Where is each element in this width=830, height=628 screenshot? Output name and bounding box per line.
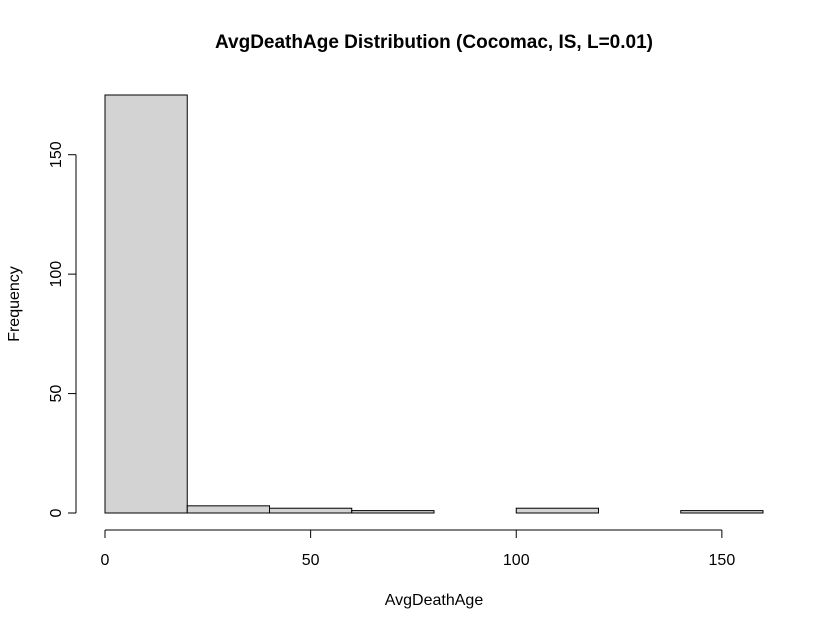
- histogram-bar-3: [351, 510, 435, 514]
- histogram-bar-0: [104, 94, 188, 514]
- x-tick-label: 150: [709, 552, 736, 569]
- histogram-bars: [104, 94, 764, 514]
- histogram-bar-7: [680, 510, 764, 514]
- histogram-bar-1: [186, 505, 270, 514]
- x-axis-label: AvgDeathAge: [385, 592, 484, 609]
- x-axis: 0 50 100 150: [101, 529, 736, 569]
- x-tick-label: 100: [503, 552, 530, 569]
- x-tick-label: 0: [101, 552, 110, 569]
- y-tick-label: 150: [48, 141, 65, 168]
- histogram-bar-2: [269, 507, 353, 514]
- x-tick-label: 50: [302, 552, 320, 569]
- chart-title: AvgDeathAge Distribution (Cocomac, IS, L…: [215, 32, 653, 53]
- y-axis: 0 50 100 150: [48, 141, 77, 517]
- histogram-bar-5: [515, 507, 599, 514]
- y-tick-label: 0: [48, 508, 65, 517]
- y-axis-label: Frequency: [6, 266, 23, 342]
- y-tick-label: 100: [48, 261, 65, 288]
- y-tick-label: 50: [48, 385, 65, 403]
